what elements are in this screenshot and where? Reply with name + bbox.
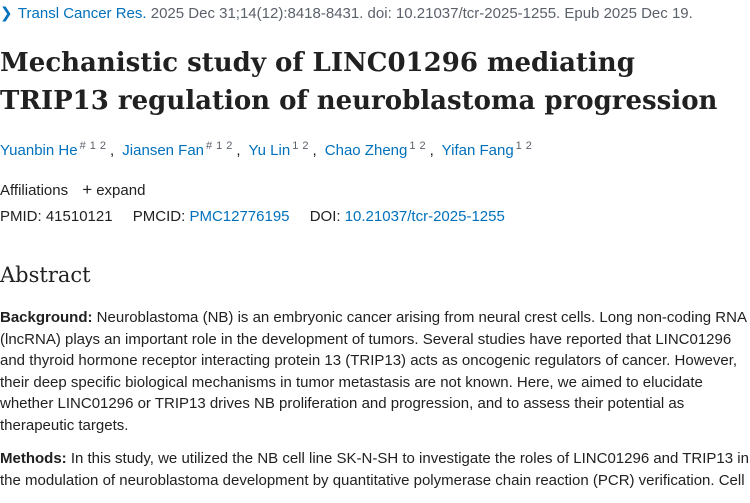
affiliation-ref[interactable]: 1: [515, 140, 522, 152]
chevron-right-icon[interactable]: ❯: [0, 5, 13, 22]
pmcid-label: PMCID:: [132, 208, 186, 225]
identifiers-row: PMID: 41510121 PMCID: PMC12776195 DOI: 1…: [0, 208, 505, 225]
background-text: Neuroblastoma (NB) is an embryonic cance…: [0, 309, 747, 434]
methods-text: In this study, we utilized the NB cell l…: [0, 450, 749, 489]
citation-line: ❯ Transl Cancer Res. 2025 Dec 31;14(12):…: [0, 4, 750, 22]
affiliation-ref[interactable]: 2: [419, 140, 426, 152]
pmid-label: PMID:: [0, 208, 42, 225]
pmcid-link[interactable]: PMC12776195: [189, 208, 290, 225]
expand-label: expand: [96, 182, 146, 199]
affiliation-ref[interactable]: 2: [226, 140, 233, 152]
author-separator: ,: [236, 142, 241, 159]
affiliation-ref[interactable]: 2: [525, 140, 532, 152]
affiliation-ref[interactable]: 1: [292, 140, 299, 152]
affiliation-ref[interactable]: 1: [409, 140, 416, 152]
doi-label: DOI:: [309, 208, 341, 225]
author-link[interactable]: Yu Lin: [248, 142, 291, 159]
pmid-value: 41510121: [45, 208, 113, 225]
author-separator: ,: [312, 142, 317, 159]
methods-label: Methods:: [0, 450, 67, 467]
abstract-methods: Methods: In this study, we utilized the …: [0, 448, 750, 491]
article-title: Mechanistic study of LINC01296 mediating…: [0, 48, 718, 116]
author-link[interactable]: Chao Zheng: [324, 142, 408, 159]
author-link[interactable]: Yuanbin He: [0, 142, 78, 159]
citation-details: 2025 Dec 31;14(12):8418-8431. doi: 10.21…: [146, 5, 693, 22]
plus-icon: +: [82, 180, 93, 199]
abstract-heading: Abstract: [0, 263, 91, 287]
author-separator: ,: [109, 142, 115, 159]
journal-link[interactable]: Transl Cancer Res.: [17, 5, 147, 22]
affiliation-ref[interactable]: 1: [89, 140, 96, 152]
author-link[interactable]: Jiansen Fan: [122, 142, 205, 159]
doi-link[interactable]: 10.21037/tcr-2025-1255: [344, 208, 505, 225]
author-marks: #1 2: [206, 140, 236, 152]
equal-contribution-mark[interactable]: #: [79, 140, 86, 152]
equal-contribution-mark[interactable]: #: [206, 140, 213, 152]
abstract-body: Background: Neuroblastoma (NB) is an emb…: [0, 307, 750, 503]
affiliation-ref[interactable]: 2: [302, 140, 309, 152]
expand-affiliations-button[interactable]: + expand: [82, 180, 146, 199]
abstract-background: Background: Neuroblastoma (NB) is an emb…: [0, 307, 750, 436]
affiliation-ref[interactable]: 2: [99, 140, 106, 152]
affiliations-label: Affiliations: [0, 182, 69, 199]
author-separator: ,: [429, 142, 434, 159]
affiliations-row: Affiliations + expand: [0, 180, 145, 200]
author-list: Yuanbin He #1 2, Jiansen Fan #1 2, Yu Lin 1 2,…: [0, 140, 750, 159]
author-marks: #1 2: [80, 140, 110, 152]
background-label: Background:: [0, 309, 93, 326]
author-link[interactable]: Yifan Fang: [441, 142, 514, 159]
affiliation-ref[interactable]: 1: [216, 140, 223, 152]
